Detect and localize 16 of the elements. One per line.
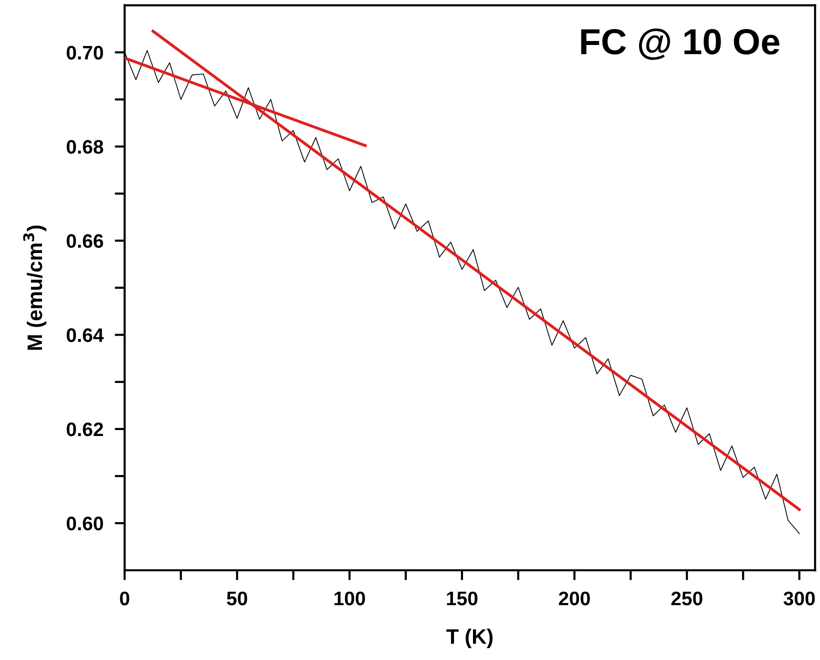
y-tick-label: 0.64: [66, 328, 104, 342]
x-tick-label: 0: [120, 592, 130, 606]
x-tick-label: 300: [784, 592, 815, 606]
x-axis-title: T (K): [446, 628, 493, 648]
y-tick-label: 0.68: [66, 140, 104, 154]
x-tick-label: 150: [446, 592, 478, 606]
x-tick-label: 250: [671, 592, 702, 606]
annotation: FC @ 10 Oe: [581, 28, 780, 60]
y-tick-label: 0.60: [66, 516, 104, 530]
y-axis-title: M (emu/cm$^{3}$): [23, 226, 46, 350]
y-tick-label: 0.70: [66, 46, 104, 60]
x-tick-label: 50: [226, 592, 248, 606]
y-tick-label: 0.62: [66, 422, 104, 436]
x-tick-label: 100: [334, 592, 365, 606]
y-tick-label: 0.66: [66, 234, 104, 248]
x-tick-label: 200: [558, 592, 590, 606]
